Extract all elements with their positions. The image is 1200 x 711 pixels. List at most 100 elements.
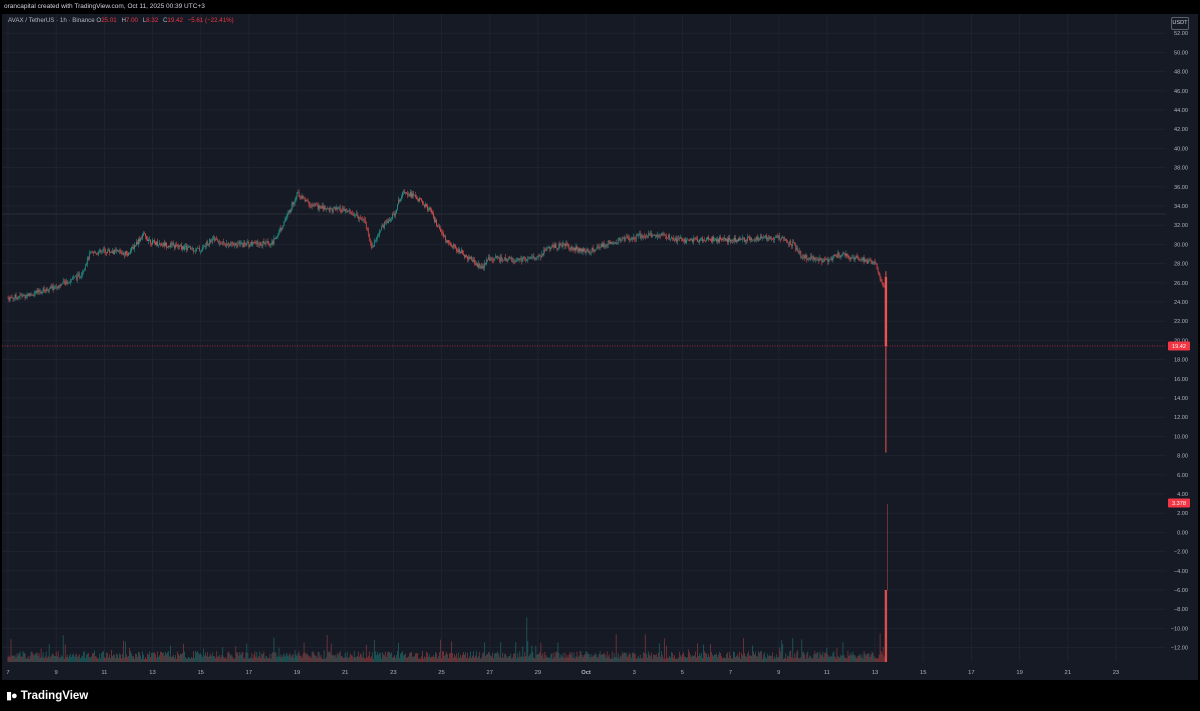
volume-bar [735, 657, 736, 662]
volume-bar [91, 653, 93, 662]
volume-bar [866, 653, 868, 662]
volume-bar [873, 656, 875, 662]
volume-bar [313, 653, 315, 662]
candle-body [402, 192, 403, 197]
volume-bar [788, 656, 790, 662]
volume-bar [440, 639, 441, 662]
volume-bar [847, 651, 849, 662]
volume-bar [491, 656, 493, 662]
volume-bar [569, 651, 571, 662]
price-chart[interactable]: 52.0050.0048.0046.0044.0042.0040.0038.00… [2, 14, 1198, 680]
candle-body [681, 237, 682, 239]
candle-body [104, 250, 106, 253]
candle-body [690, 238, 691, 241]
volume-bar [206, 655, 208, 662]
candle-body [108, 249, 109, 252]
volume-bar [273, 637, 275, 662]
candle-body [574, 247, 576, 251]
currency-button[interactable]: USDT [1171, 17, 1189, 30]
candle-body [518, 258, 520, 260]
volume-bar [850, 652, 852, 662]
candle-body [382, 225, 384, 228]
x-tick-label: 19 [294, 670, 300, 676]
candle-body [460, 252, 461, 253]
volume-bar [14, 655, 16, 662]
candle-body [149, 239, 150, 241]
volume-bar [694, 655, 695, 662]
volume-bar [123, 640, 124, 662]
candle-body [211, 240, 213, 243]
volume-bar [417, 653, 418, 662]
candle-body [552, 245, 554, 246]
tradingview-logo[interactable]: ▮● TradingView [6, 689, 88, 703]
volume-bar [149, 651, 150, 662]
candle-body [566, 243, 568, 244]
candle-body [379, 230, 381, 231]
volume-bar [151, 652, 152, 662]
candle-body [543, 249, 545, 256]
candle-body [484, 262, 486, 269]
volume-bar [256, 652, 258, 662]
candle-body [285, 218, 287, 221]
candle-body [349, 210, 351, 213]
candle-body [586, 249, 588, 252]
candle-body [440, 228, 441, 232]
candle-body [313, 205, 315, 206]
volume-bar [520, 657, 522, 662]
symbol-legend[interactable]: AVAX / TetherUS · 1h · Binance O25.01 H7… [8, 16, 237, 26]
candle-body [468, 257, 469, 260]
candle-body [425, 204, 426, 207]
volume-bar [760, 651, 762, 662]
candle-body [265, 242, 267, 245]
volume-bar [277, 655, 279, 662]
candle-body [845, 253, 847, 256]
volume-bar [21, 656, 23, 662]
candle-body [602, 243, 604, 247]
volume-bar [410, 652, 411, 662]
chart-frame[interactable]: 52.00 50.00 48.00 46.00 44.00 42.00 40.00 38.00… [2, 14, 1198, 680]
candle-body [241, 243, 243, 244]
volume-bar [353, 651, 355, 662]
volume-bar [633, 653, 635, 662]
volume-bar [567, 657, 569, 662]
volume-bar [840, 654, 842, 662]
candle-body [378, 230, 380, 236]
candle-body [745, 239, 746, 242]
candle-body [168, 245, 169, 248]
volume-bar [404, 654, 405, 662]
candle-body [593, 250, 595, 252]
volume-bar [127, 657, 128, 662]
candle-body [663, 234, 665, 236]
volume-bar [376, 651, 378, 662]
volume-bar [418, 658, 419, 662]
candle-body [721, 238, 722, 240]
candle-body [221, 243, 223, 245]
candle-body [550, 247, 552, 250]
x-tick-label: 17 [246, 670, 252, 676]
candle-body [189, 246, 190, 247]
candle-body [27, 294, 29, 297]
candle-body [26, 294, 28, 297]
candle-body [100, 250, 102, 252]
candle-body [415, 195, 416, 197]
volume-bar [322, 658, 324, 662]
candle-body [629, 239, 631, 241]
volume-bar [382, 654, 384, 662]
candle-body [457, 251, 458, 252]
volume-bar [179, 655, 180, 662]
candle-body [861, 259, 863, 261]
candle-body [29, 293, 31, 296]
volume-bar [655, 654, 657, 662]
volume-bar [455, 656, 456, 662]
volume-bar [522, 646, 524, 662]
candle-body [627, 237, 629, 238]
volume-bar [658, 643, 660, 662]
volume-bar [664, 658, 666, 662]
volume-bar [351, 655, 353, 662]
volume-bar [380, 658, 382, 662]
candle-body [493, 260, 495, 262]
volume-bar [748, 651, 749, 662]
volume-bar [190, 658, 191, 662]
candle-body [237, 243, 239, 247]
candle-body [610, 242, 612, 245]
